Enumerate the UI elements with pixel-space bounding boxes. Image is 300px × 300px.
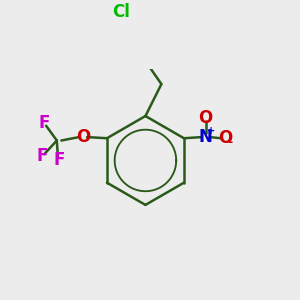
Text: F: F <box>36 148 48 166</box>
Text: O: O <box>199 109 213 127</box>
Text: F: F <box>53 151 65 169</box>
Text: O: O <box>218 129 232 147</box>
Text: F: F <box>39 114 50 132</box>
Text: +: + <box>207 126 215 136</box>
Text: N: N <box>199 128 212 146</box>
Text: -: - <box>227 136 232 149</box>
Text: O: O <box>76 128 90 146</box>
Text: Cl: Cl <box>112 3 130 21</box>
